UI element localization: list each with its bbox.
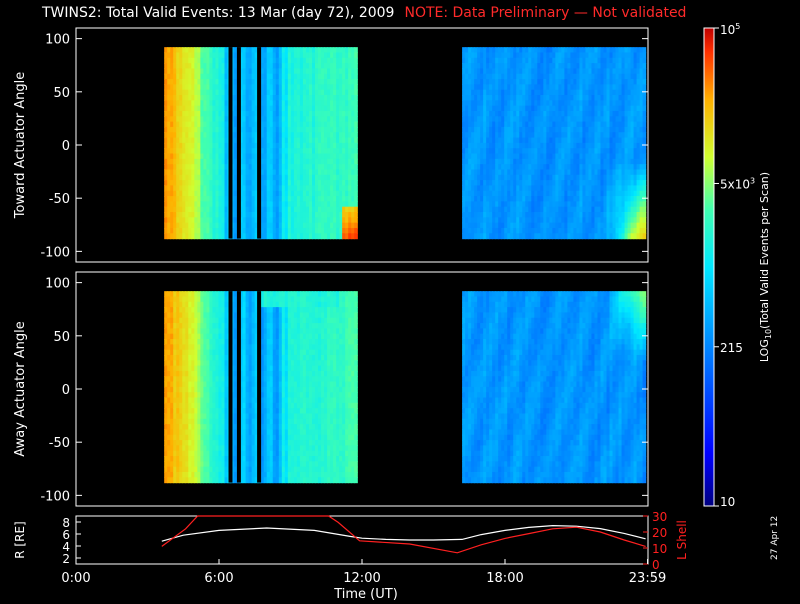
- heatmap-cell: [354, 159, 358, 165]
- heatmap-cell: [354, 223, 358, 229]
- heatmap-cell: [354, 132, 358, 138]
- heatmap-cell: [643, 201, 647, 207]
- heatmap-cell: [354, 191, 358, 197]
- heatmap-cell: [354, 143, 358, 149]
- heatmap-cell: [354, 111, 358, 117]
- heatmap-cell: [643, 52, 647, 58]
- heatmap-cell: [354, 154, 358, 160]
- heatmap-cell: [643, 223, 647, 229]
- heatmap-gap: [237, 47, 241, 239]
- heatmap-cell: [643, 175, 647, 181]
- heatmap-cell: [643, 148, 647, 154]
- heatmap-cell: [643, 212, 647, 218]
- heatmap-cell: [643, 47, 647, 53]
- toward-ylabel: Toward Actuator Angle: [13, 72, 28, 219]
- heatmap-cell: [354, 106, 358, 112]
- heatmap-cell: [354, 207, 358, 213]
- heatmap-cell: [354, 100, 358, 106]
- heatmap-gap: [229, 47, 233, 239]
- note-text: NOTE: Data Preliminary — Not validated: [404, 5, 686, 21]
- heatmap-cell: [643, 233, 647, 239]
- heatmap-cell: [354, 63, 358, 69]
- heatmap-cell: [354, 138, 358, 144]
- heatmap-cell: [354, 116, 358, 122]
- heatmap-cell: [354, 47, 358, 53]
- heatmap-cell: [643, 185, 647, 191]
- heatmap-cell: [354, 95, 358, 101]
- heatmap-cell: [643, 100, 647, 106]
- heatmap-cell: [643, 143, 647, 149]
- heatmap-cell: [354, 58, 358, 64]
- heatmap-cell: [643, 159, 647, 165]
- heatmap-cell: [354, 180, 358, 186]
- heatmap-cell: [354, 175, 358, 181]
- heatmap-cell: [643, 154, 647, 160]
- heatmap-cell: [354, 52, 358, 58]
- heatmap-cell: [354, 212, 358, 218]
- heatmap-cell: [643, 111, 647, 117]
- y-tick-label: -100: [40, 245, 70, 260]
- heatmap-cell: [643, 191, 647, 197]
- heatmap-cell: [354, 228, 358, 234]
- heatmap-cell: [643, 169, 647, 175]
- heatmap-cell: [354, 122, 358, 128]
- toward-panel: 100 50 0 -50 -100 Toward Actuator Angle: [13, 28, 648, 262]
- heatmap-cell: [643, 63, 647, 69]
- heatmap-cell: [354, 196, 358, 202]
- heatmap-cell: [643, 122, 647, 128]
- y-tick-label: 0: [62, 139, 70, 154]
- heatmap-cell: [643, 132, 647, 138]
- heatmap-cell: [354, 217, 358, 223]
- heatmap-cell: [643, 90, 647, 96]
- heatmap-cell: [354, 84, 358, 90]
- y-tick-label: 50: [53, 86, 70, 101]
- heatmap-cell: [643, 217, 647, 223]
- heatmap-cell: [354, 127, 358, 133]
- heatmap-cell: [643, 79, 647, 85]
- heatmap-cell: [643, 58, 647, 64]
- heatmap-cell: [643, 95, 647, 101]
- heatmap-cell: [643, 127, 647, 133]
- heatmap-cell: [354, 68, 358, 74]
- heatmap-cell: [643, 164, 647, 170]
- heatmap-cell: [643, 207, 647, 213]
- y-tick-label: -50: [49, 192, 70, 207]
- heatmap-gap: [257, 47, 261, 239]
- heatmap-cell: [354, 185, 358, 191]
- heatmap-cell: [354, 148, 358, 154]
- heatmap-cell: [354, 74, 358, 80]
- title-text: TWINS2: Total Valid Events: 13 Mar (day …: [42, 5, 394, 21]
- heatmap-cell: [643, 196, 647, 202]
- heatmap-cell: [643, 68, 647, 74]
- heatmap-cell: [354, 201, 358, 207]
- heatmap-cell: [643, 84, 647, 90]
- heatmap-cell: [643, 138, 647, 144]
- y-tick-label: 100: [45, 33, 70, 48]
- heatmap-cell: [643, 180, 647, 186]
- heatmap-cell: [354, 233, 358, 239]
- heatmap-cell: [354, 79, 358, 85]
- heatmap-cell: [643, 228, 647, 234]
- heatmap-cell: [643, 106, 647, 112]
- heatmap-cell: [354, 169, 358, 175]
- heatmap-cell: [643, 74, 647, 80]
- heatmap-cell: [643, 116, 647, 122]
- heatmap-cell: [354, 90, 358, 96]
- heatmap-cell: [354, 164, 358, 170]
- page-title: TWINS2: Total Valid Events: 13 Mar (day …: [42, 5, 686, 21]
